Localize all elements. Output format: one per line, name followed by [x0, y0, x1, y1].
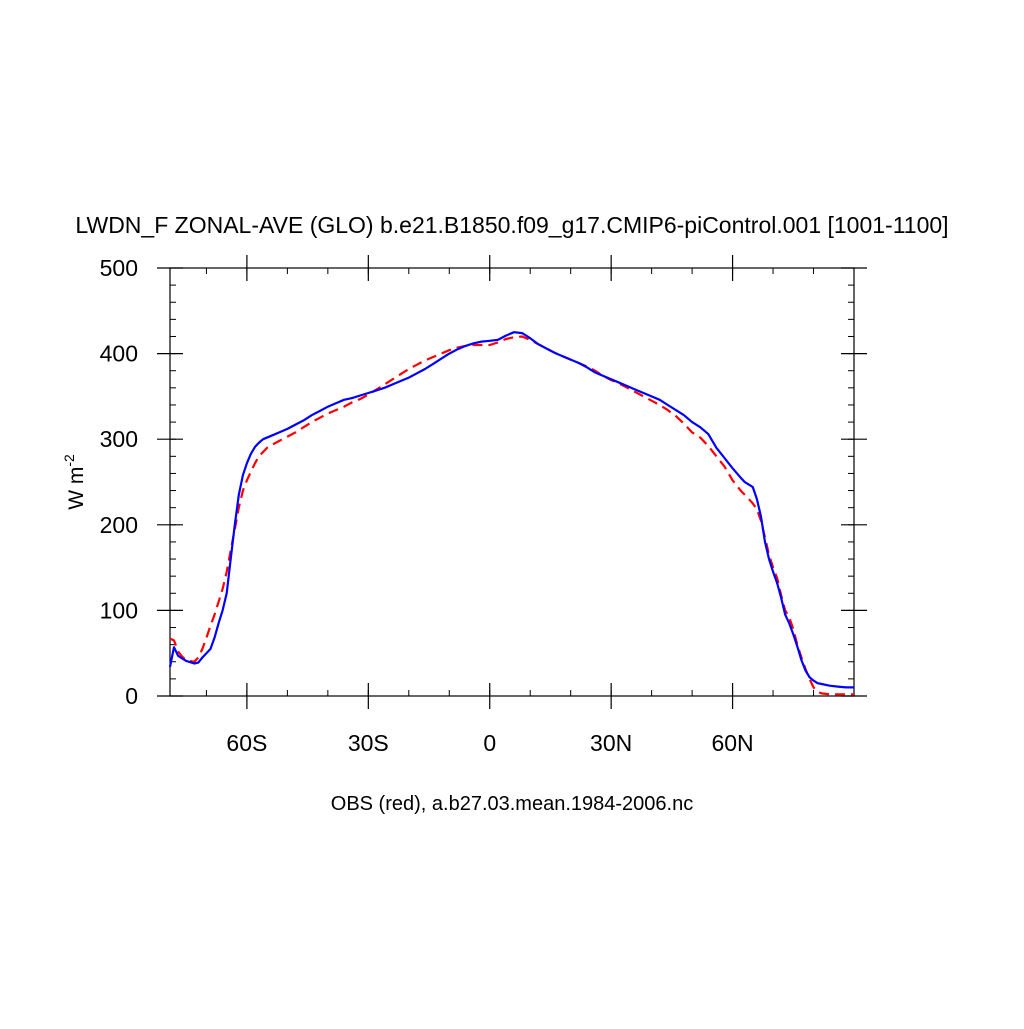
y-axis-label: W m-2 — [61, 454, 88, 510]
x-axis-label: OBS (red), a.b27.03.mean.1984-2006.nc — [331, 793, 693, 815]
chart-title: LWDN_F ZONAL-AVE (GLO) b.e21.B1850.f09_g… — [75, 212, 948, 238]
x-tick-label: 60S — [226, 730, 267, 756]
x-tick-label: 0 — [483, 730, 496, 756]
plot-area: 0 100 200 300 400 500 60S 30S 0 30N 60N — [100, 255, 867, 756]
y-tick-label: 100 — [100, 597, 138, 623]
y-axis-label-exp: -2 — [61, 454, 77, 467]
y-axis-label-base: W m — [65, 467, 88, 510]
y-tick-label: 500 — [100, 255, 138, 281]
y-tick-label: 200 — [100, 512, 138, 538]
svg-text:W m-2: W m-2 — [61, 454, 88, 510]
x-tick-label: 30N — [590, 730, 632, 756]
x-tick-label: 30S — [348, 730, 389, 756]
y-tick-label: 0 — [125, 683, 138, 709]
x-tick-label: 60N — [711, 730, 753, 756]
y-tick-label: 400 — [100, 341, 138, 367]
y-tick-label: 300 — [100, 426, 138, 452]
series-line-blue-solid — [168, 331, 854, 689]
plot-frame — [169, 267, 855, 697]
series-line-red-dashed — [169, 335, 854, 696]
